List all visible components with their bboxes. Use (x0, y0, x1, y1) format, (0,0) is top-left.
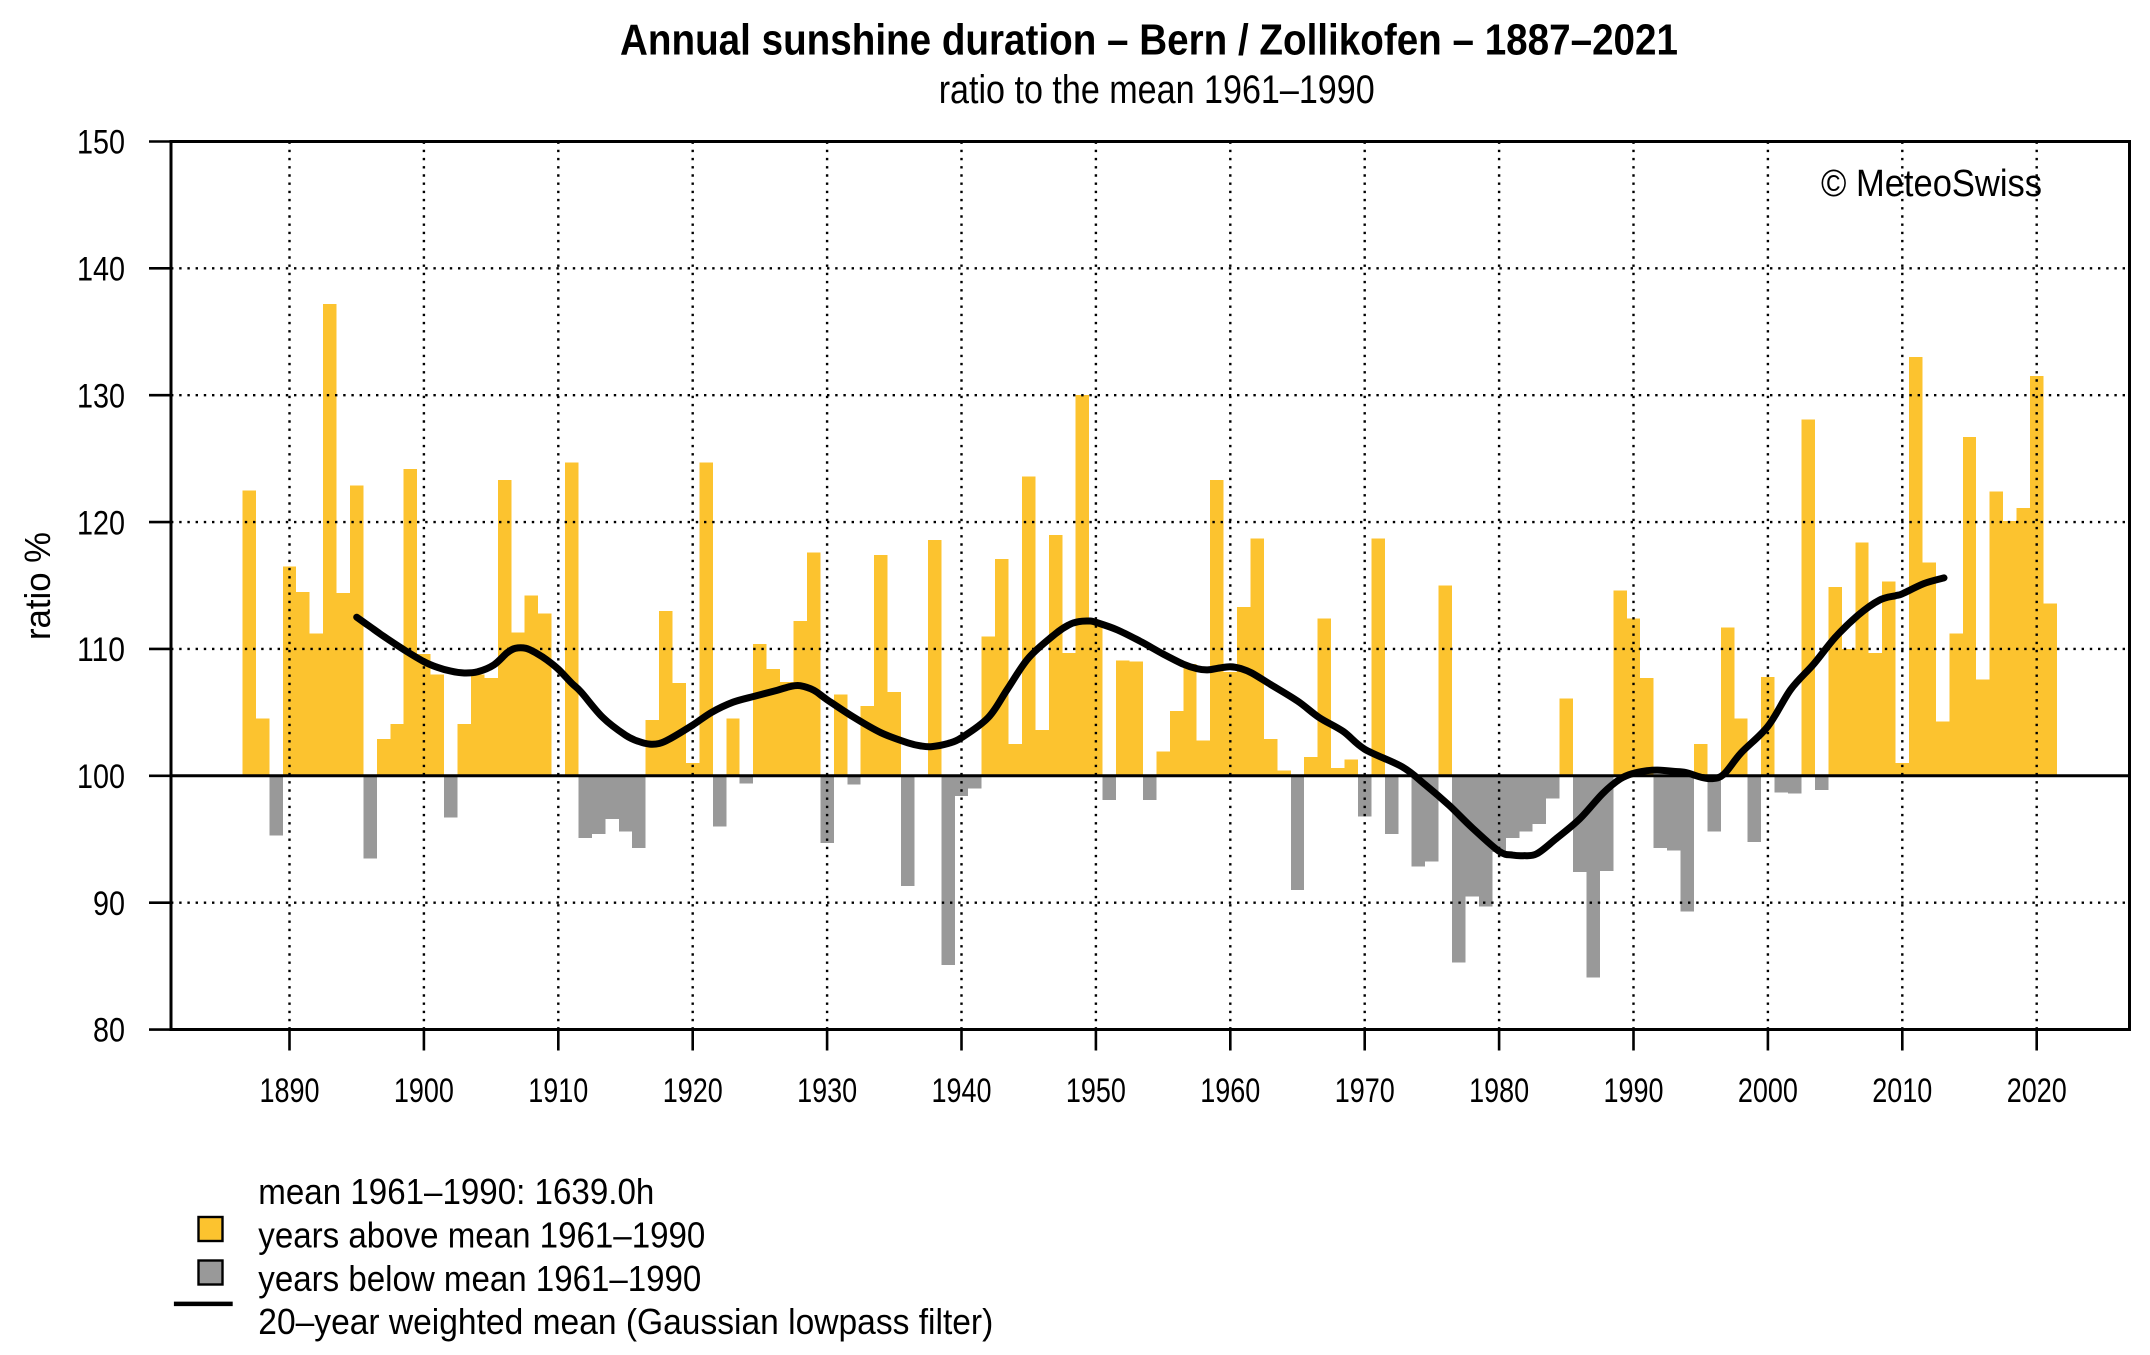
svg-text:80: 80 (93, 1012, 125, 1050)
svg-text:1910: 1910 (528, 1072, 588, 1110)
svg-text:years above mean 1961–1990: years above mean 1961–1990 (258, 1214, 705, 1255)
svg-text:ratio %: ratio % (17, 532, 58, 640)
svg-text:1930: 1930 (797, 1072, 857, 1110)
svg-text:150: 150 (77, 124, 125, 162)
svg-text:2020: 2020 (2007, 1072, 2067, 1110)
svg-text:1920: 1920 (663, 1072, 723, 1110)
svg-text:130: 130 (77, 377, 125, 415)
svg-text:© MeteoSwiss: © MeteoSwiss (1821, 163, 2042, 205)
svg-text:90: 90 (93, 885, 125, 923)
svg-text:1940: 1940 (932, 1072, 992, 1110)
svg-text:140: 140 (77, 251, 125, 289)
svg-text:1950: 1950 (1066, 1072, 1126, 1110)
svg-text:1890: 1890 (260, 1072, 320, 1110)
svg-text:2010: 2010 (1872, 1072, 1932, 1110)
svg-text:mean 1961–1990: 1639.0h: mean 1961–1990: 1639.0h (258, 1171, 654, 1212)
svg-text:years below mean 1961–1990: years below mean 1961–1990 (258, 1258, 701, 1299)
svg-text:ratio to the mean 1961–1990: ratio to the mean 1961–1990 (939, 68, 1375, 112)
svg-text:100: 100 (77, 758, 125, 796)
svg-text:1970: 1970 (1335, 1072, 1395, 1110)
svg-text:120: 120 (77, 504, 125, 542)
svg-text:Annual sunshine duration – Ber: Annual sunshine duration – Bern / Zollik… (620, 16, 1678, 65)
svg-text:110: 110 (77, 631, 125, 669)
svg-text:1990: 1990 (1604, 1072, 1664, 1110)
svg-text:1900: 1900 (394, 1072, 454, 1110)
svg-text:20–year weighted mean (Gaussia: 20–year weighted mean (Gaussian lowpass … (258, 1301, 993, 1342)
svg-text:1960: 1960 (1200, 1072, 1260, 1110)
svg-text:1980: 1980 (1469, 1072, 1529, 1110)
svg-text:2000: 2000 (1738, 1072, 1798, 1110)
